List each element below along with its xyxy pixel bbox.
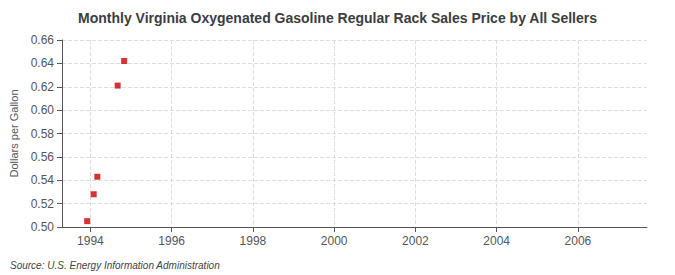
svg-text:0.58: 0.58	[31, 127, 55, 141]
svg-text:0.50: 0.50	[31, 220, 55, 234]
svg-text:0.52: 0.52	[31, 197, 55, 211]
svg-text:2000: 2000	[321, 234, 348, 248]
svg-text:2002: 2002	[402, 234, 429, 248]
svg-text:1994: 1994	[77, 234, 104, 248]
svg-text:0.64: 0.64	[31, 56, 55, 70]
svg-text:1996: 1996	[158, 234, 185, 248]
svg-text:1998: 1998	[240, 234, 267, 248]
svg-text:0.60: 0.60	[31, 103, 55, 117]
svg-text:Monthly Virginia Oxygenated Ga: Monthly Virginia Oxygenated Gasoline Reg…	[78, 10, 597, 26]
svg-text:Source: U.S. Energy Informatio: Source: U.S. Energy Information Administ…	[10, 260, 220, 271]
svg-text:2006: 2006	[565, 234, 592, 248]
svg-text:0.62: 0.62	[31, 80, 55, 94]
svg-text:0.66: 0.66	[31, 33, 55, 47]
svg-text:Dollars per Gallon: Dollars per Gallon	[8, 89, 20, 177]
svg-text:0.56: 0.56	[31, 150, 55, 164]
svg-text:2004: 2004	[483, 234, 510, 248]
svg-text:0.54: 0.54	[31, 173, 55, 187]
